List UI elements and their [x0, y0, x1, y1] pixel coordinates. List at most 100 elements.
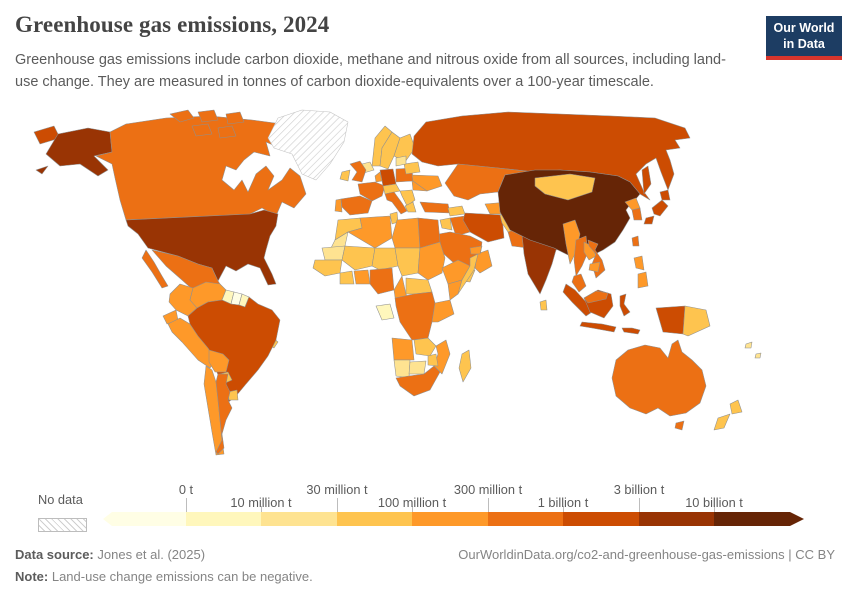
country-canada-arctic-5[interactable]: Canada: [217, 125, 237, 139]
country-taiwan[interactable]: Taiwan: [631, 235, 640, 247]
country-italy[interactable]: Italy: [384, 191, 408, 215]
country-indonesia-java[interactable]: Indonesia: [579, 321, 617, 333]
country-greenland[interactable]: Greenland: [267, 109, 349, 181]
country-new-zealand-north[interactable]: New Zealand: [729, 399, 743, 415]
country-namibia[interactable]: Namibia: [393, 359, 411, 379]
country-indonesia-sulawesi[interactable]: Indonesia: [619, 293, 631, 317]
country-nigeria[interactable]: Nigeria: [369, 267, 395, 295]
chart-subtitle: Greenhouse gas emissions include carbon …: [15, 52, 726, 90]
country-malaysia-borneo[interactable]: Malaysia: [583, 290, 609, 304]
country-ukraine[interactable]: Ukraine: [411, 174, 443, 192]
country-pacific-islands-1[interactable]: Pacific islands: [744, 341, 753, 349]
country-canada-arctic-3[interactable]: Canada: [225, 111, 245, 125]
owid-logo[interactable]: Our World in Data: [766, 16, 842, 61]
country-japan-hokkaido[interactable]: Japan: [659, 189, 671, 201]
country-turkey[interactable]: Turkey: [419, 201, 451, 214]
country-zimbabwe[interactable]: Zimbabwe: [427, 353, 439, 367]
country-canada-arctic-2[interactable]: Canada: [197, 109, 219, 123]
country-botswana[interactable]: Botswana: [408, 360, 427, 375]
country-china[interactable]: China: [497, 169, 641, 256]
country-france[interactable]: France: [357, 181, 386, 202]
country-kenya[interactable]: Kenya: [447, 279, 463, 301]
country-drc[interactable]: Democratic Republic of Congo: [394, 291, 436, 341]
country-philippines-mindanao[interactable]: Philippines: [637, 271, 649, 289]
country-spain[interactable]: Spain: [340, 195, 373, 216]
legend-tick-label: 3 billion t: [613, 482, 665, 497]
country-libya[interactable]: Libya: [391, 217, 421, 249]
country-belarus[interactable]: Belarus: [403, 161, 421, 175]
data-source-line: Data source: Jones et al. (2025): [15, 547, 205, 562]
country-australia-tasmania[interactable]: Australia: [674, 420, 685, 431]
country-south-africa[interactable]: South Africa: [395, 365, 441, 397]
legend-bin-1[interactable]: [186, 512, 261, 526]
country-cambodia[interactable]: Cambodia: [588, 261, 601, 273]
country-united-states-aleutians[interactable]: United States: [35, 165, 49, 175]
data-source-value: Jones et al. (2025): [97, 547, 206, 562]
country-mali[interactable]: Mali: [341, 245, 376, 271]
legend-bin-3[interactable]: [337, 512, 412, 526]
legend-bin-negative[interactable]: [103, 512, 186, 526]
country-tanzania[interactable]: Tanzania: [431, 299, 455, 323]
country-mexico-baja[interactable]: Mexico: [141, 249, 169, 289]
country-zambia[interactable]: Zambia: [413, 337, 437, 357]
country-canada-arctic-1[interactable]: Canada: [169, 109, 195, 123]
country-indonesia-lesser-sunda[interactable]: Indonesia: [621, 327, 641, 335]
legend-no-data-swatch[interactable]: [38, 518, 87, 532]
legend-tick-10b: [714, 506, 715, 512]
legend-bin-7[interactable]: [639, 512, 714, 526]
country-uae[interactable]: United Arab Emirates: [469, 245, 483, 255]
country-united-states[interactable]: United States: [125, 209, 279, 286]
country-russia-sakhalin[interactable]: Russia: [641, 165, 652, 195]
country-united-states-alaska[interactable]: United States: [45, 127, 113, 177]
country-thailand[interactable]: Thailand: [573, 235, 589, 277]
country-niger[interactable]: Niger: [371, 247, 399, 271]
country-baltics[interactable]: Baltic states: [395, 155, 407, 167]
country-brazil[interactable]: Brazil: [187, 296, 281, 405]
country-indonesia-papua[interactable]: Indonesia: [655, 305, 686, 335]
country-bolivia[interactable]: Bolivia: [208, 349, 230, 373]
country-mauritania[interactable]: Mauritania: [321, 245, 346, 261]
country-pacific-islands-2[interactable]: Pacific islands: [754, 352, 762, 359]
note-label: Note:: [15, 569, 49, 584]
country-philippines-luzon[interactable]: Philippines: [633, 255, 645, 271]
country-benelux[interactable]: Belgium / Netherlands: [374, 171, 383, 183]
country-south-korea[interactable]: South Korea: [631, 207, 643, 221]
country-japan-honshu[interactable]: Japan: [651, 199, 669, 217]
country-united-kingdom[interactable]: United Kingdom: [349, 160, 367, 183]
country-indonesia-sumatra[interactable]: Indonesia: [562, 283, 593, 317]
country-mongolia[interactable]: Mongolia: [534, 173, 596, 201]
country-portugal[interactable]: Portugal: [334, 198, 343, 213]
legend-bin-4[interactable]: [412, 512, 488, 526]
legend-bin-5[interactable]: [488, 512, 563, 526]
map-legend: No data 0 t 10 million t 30 million t 10…: [0, 478, 850, 540]
country-cote-divoire[interactable]: Côte d'Ivoire: [339, 270, 355, 285]
country-angola[interactable]: Angola: [391, 337, 415, 361]
country-madagascar[interactable]: Madagascar: [458, 349, 472, 383]
country-central-african-republic[interactable]: Central African Republic: [405, 277, 433, 295]
country-malaysia-peninsula[interactable]: Malaysia: [571, 273, 587, 293]
country-sri-lanka[interactable]: Sri Lanka: [539, 299, 548, 311]
country-ireland[interactable]: Ireland: [339, 169, 351, 182]
country-canada-arctic-4[interactable]: Canada: [191, 123, 213, 137]
country-new-zealand-south[interactable]: New Zealand: [713, 413, 731, 431]
country-senegal-guinea[interactable]: Senegal / Guinea: [312, 259, 343, 277]
country-jordan-israel[interactable]: Jordan / Israel: [439, 217, 453, 231]
legend-tick-3b: [639, 498, 640, 512]
legend-bin-6[interactable]: [563, 512, 639, 526]
country-ghana[interactable]: Ghana: [353, 269, 371, 285]
country-gabon-congo[interactable]: Gabon / Congo: [375, 303, 395, 321]
country-argentina[interactable]: Argentina: [215, 373, 233, 455]
country-sudan[interactable]: Sudan: [417, 241, 446, 281]
country-japan-kyushu[interactable]: Japan: [643, 215, 655, 225]
country-papua-new-guinea[interactable]: Papua New Guinea: [682, 305, 711, 337]
country-greece[interactable]: Greece: [404, 201, 417, 213]
legend-tick-label: 10 million t: [230, 495, 292, 510]
legend-bin-2[interactable]: [261, 512, 337, 526]
legend-bin-8[interactable]: [714, 512, 804, 526]
country-syria[interactable]: Syria: [447, 205, 466, 217]
country-germany[interactable]: Germany: [379, 168, 397, 187]
country-chad[interactable]: Chad: [394, 247, 421, 277]
country-vietnam[interactable]: Vietnam: [587, 239, 606, 279]
country-australia[interactable]: Australia: [611, 339, 707, 417]
